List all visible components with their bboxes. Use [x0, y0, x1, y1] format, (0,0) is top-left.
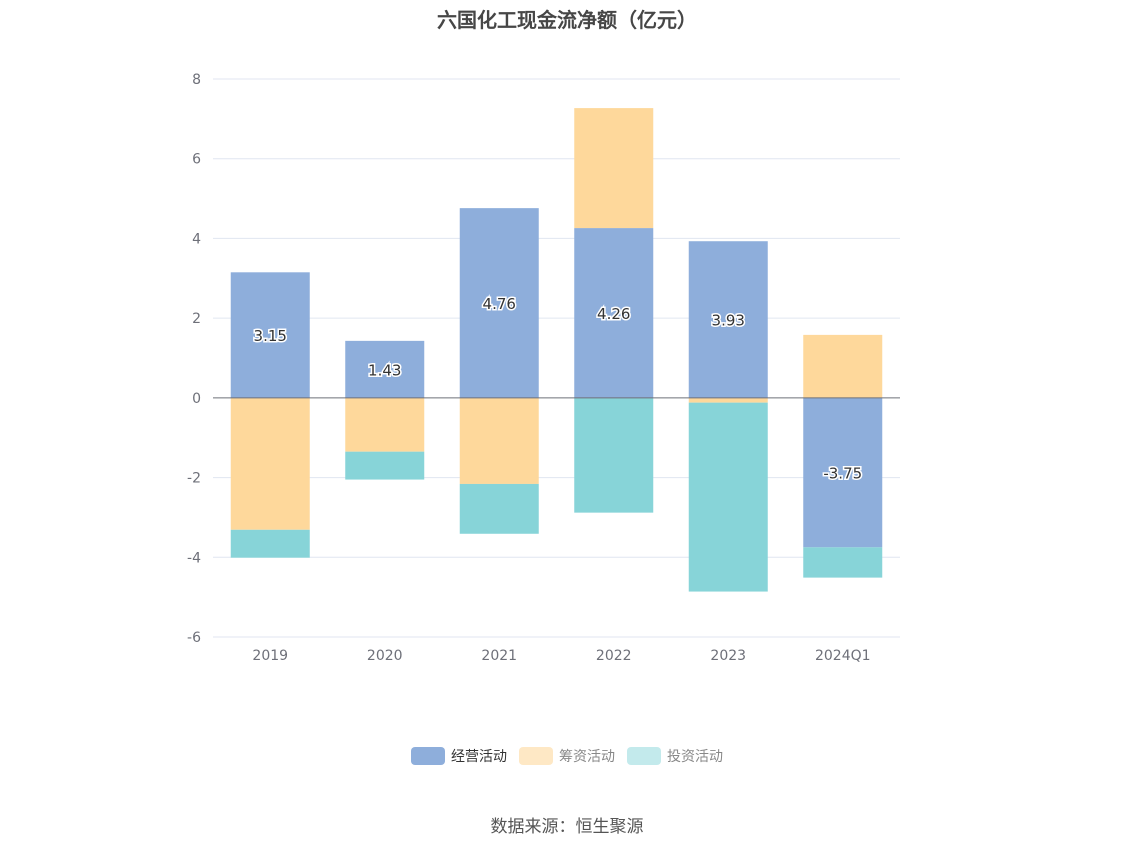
- x-tick-label: 2020: [367, 648, 403, 664]
- bar-投资活动: [574, 397, 654, 513]
- bar-投资活动: [459, 483, 539, 534]
- y-tick-label: 4: [192, 231, 201, 247]
- data-label: 4.26: [597, 305, 630, 323]
- bar-投资活动: [803, 547, 883, 578]
- bar-投资活动: [688, 402, 768, 592]
- bar-投资活动: [230, 529, 310, 558]
- y-tick-label: 0: [192, 391, 201, 407]
- x-tick-label: 2021: [481, 648, 517, 664]
- legend-label: 筹资活动: [559, 749, 615, 765]
- y-tick-label: 2: [192, 311, 201, 327]
- y-tick-label: -2: [187, 471, 201, 487]
- legend-swatch: [411, 747, 445, 765]
- legend-item[interactable]: 经营活动: [411, 746, 507, 766]
- data-label: 4.76: [483, 295, 516, 313]
- legend-item[interactable]: 筹资活动: [519, 746, 615, 766]
- bar-筹资活动: [459, 397, 539, 484]
- y-tick-label: 8: [192, 72, 201, 88]
- y-tick-label: -4: [187, 550, 201, 566]
- y-tick-label: -6: [187, 630, 201, 646]
- legend-label: 投资活动: [667, 749, 723, 765]
- bar-筹资活动: [574, 108, 654, 229]
- data-label: -3.75: [823, 465, 862, 483]
- bar-经营活动: [345, 340, 425, 398]
- legend-item[interactable]: 投资活动: [627, 746, 723, 766]
- legend-swatch: [627, 747, 661, 765]
- data-label: 1.43: [368, 361, 401, 379]
- bar-投资活动: [345, 451, 425, 480]
- chart-title: 六国化工现金流净额（亿元）: [437, 8, 697, 32]
- legend: 经营活动 筹资活动 投资活动: [0, 746, 1134, 766]
- bar-经营活动: [688, 241, 768, 398]
- data-label: 3.15: [254, 327, 287, 345]
- data-label: 3.93: [712, 312, 745, 330]
- x-tick-label: 2024Q1: [815, 648, 871, 664]
- bar-筹资活动: [345, 397, 425, 452]
- stacked-bar-chart: -6 -4 -2 0 2 4 6 8 2019 3.15 2020 1.43 2021 4.76 2022 4…: [187, 72, 900, 664]
- bar-经营活动: [803, 397, 883, 548]
- bar-经营活动: [574, 228, 654, 398]
- bar-经营活动: [230, 272, 310, 398]
- x-tick-label: 2019: [252, 648, 288, 664]
- legend-swatch: [519, 747, 553, 765]
- y-tick-label: 6: [192, 152, 201, 168]
- bar-筹资活动: [688, 397, 768, 403]
- bar-经营活动: [459, 208, 539, 398]
- x-tick-label: 2023: [710, 648, 746, 664]
- bar-筹资活动: [803, 334, 883, 398]
- legend-label: 经营活动: [451, 749, 507, 765]
- x-tick-label: 2022: [596, 648, 632, 664]
- bar-筹资活动: [230, 397, 310, 530]
- source-note: 数据来源：恒生聚源: [490, 817, 644, 837]
